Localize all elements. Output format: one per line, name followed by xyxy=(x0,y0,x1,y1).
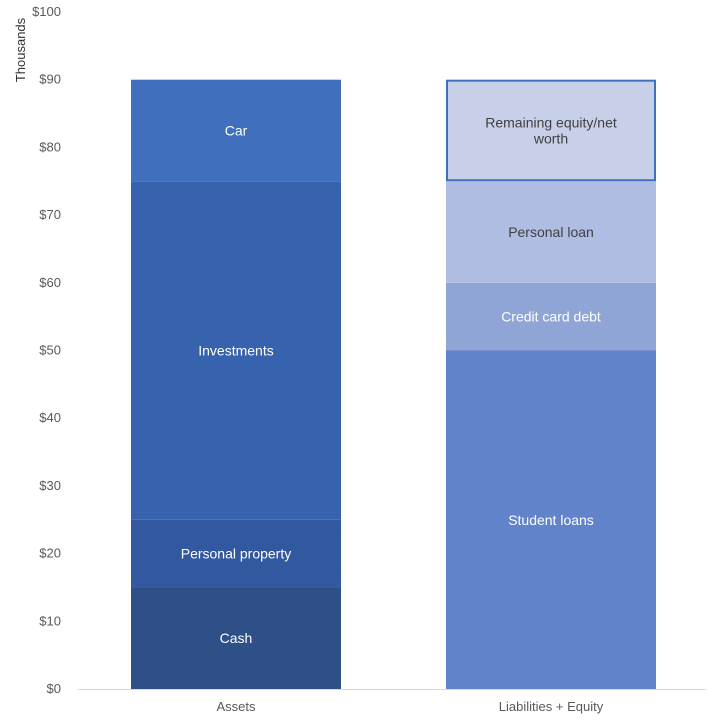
segment-label-personal-property: Personal property xyxy=(181,546,292,562)
y-tick-label-6: $60 xyxy=(39,275,61,290)
bar-liabilities-equity: Student loans Credit card debt Personal lo… xyxy=(446,79,656,689)
y-tick-label-8: $80 xyxy=(39,139,61,154)
x-category-label-liabilities-equity: Liabilities + Equity xyxy=(499,699,604,714)
segment-investments xyxy=(131,181,341,520)
segment-car xyxy=(131,79,341,182)
y-axis-ticks: $0 $10 $20 $30 $40 $50 $60 $70 $80 $90 $100 xyxy=(32,4,61,696)
segment-credit-card-debt xyxy=(446,282,656,351)
bars-group: Cash Personal property Investments Car Stude… xyxy=(131,79,656,689)
y-tick-label-9: $90 xyxy=(39,72,61,87)
y-tick-label-7: $70 xyxy=(39,207,61,222)
bar-assets: Cash Personal property Investments Car xyxy=(131,79,341,689)
segment-label-car: Car xyxy=(225,122,248,138)
y-tick-label-4: $40 xyxy=(39,410,61,425)
segment-cash xyxy=(131,587,341,689)
segment-label-cash: Cash xyxy=(220,630,253,646)
segment-label-student-loans: Student loans xyxy=(508,512,594,528)
segment-label-personal-loan: Personal loan xyxy=(508,224,594,240)
segment-personal-loan xyxy=(446,181,656,283)
segment-personal-property xyxy=(131,519,341,588)
segment-label-investments: Investments xyxy=(198,343,273,359)
y-tick-label-2: $20 xyxy=(39,546,61,561)
x-axis-labels: Assets Liabilities + Equity xyxy=(216,699,603,714)
y-tick-label-5: $50 xyxy=(39,343,61,358)
y-tick-label-10: $100 xyxy=(32,4,61,19)
y-axis-title: Thousands xyxy=(13,17,28,82)
y-tick-label-1: $10 xyxy=(39,613,61,628)
segment-student-loans xyxy=(446,350,656,689)
y-tick-label-3: $30 xyxy=(39,478,61,493)
segment-label-credit-card-debt: Credit card debt xyxy=(501,309,601,325)
segment-remaining-equity-net-worth xyxy=(446,79,656,182)
segment-label-remaining-equity-net-worth: Remaining equity/net worth xyxy=(485,114,617,146)
x-category-label-assets: Assets xyxy=(216,699,256,714)
y-tick-label-0: $0 xyxy=(47,681,61,696)
